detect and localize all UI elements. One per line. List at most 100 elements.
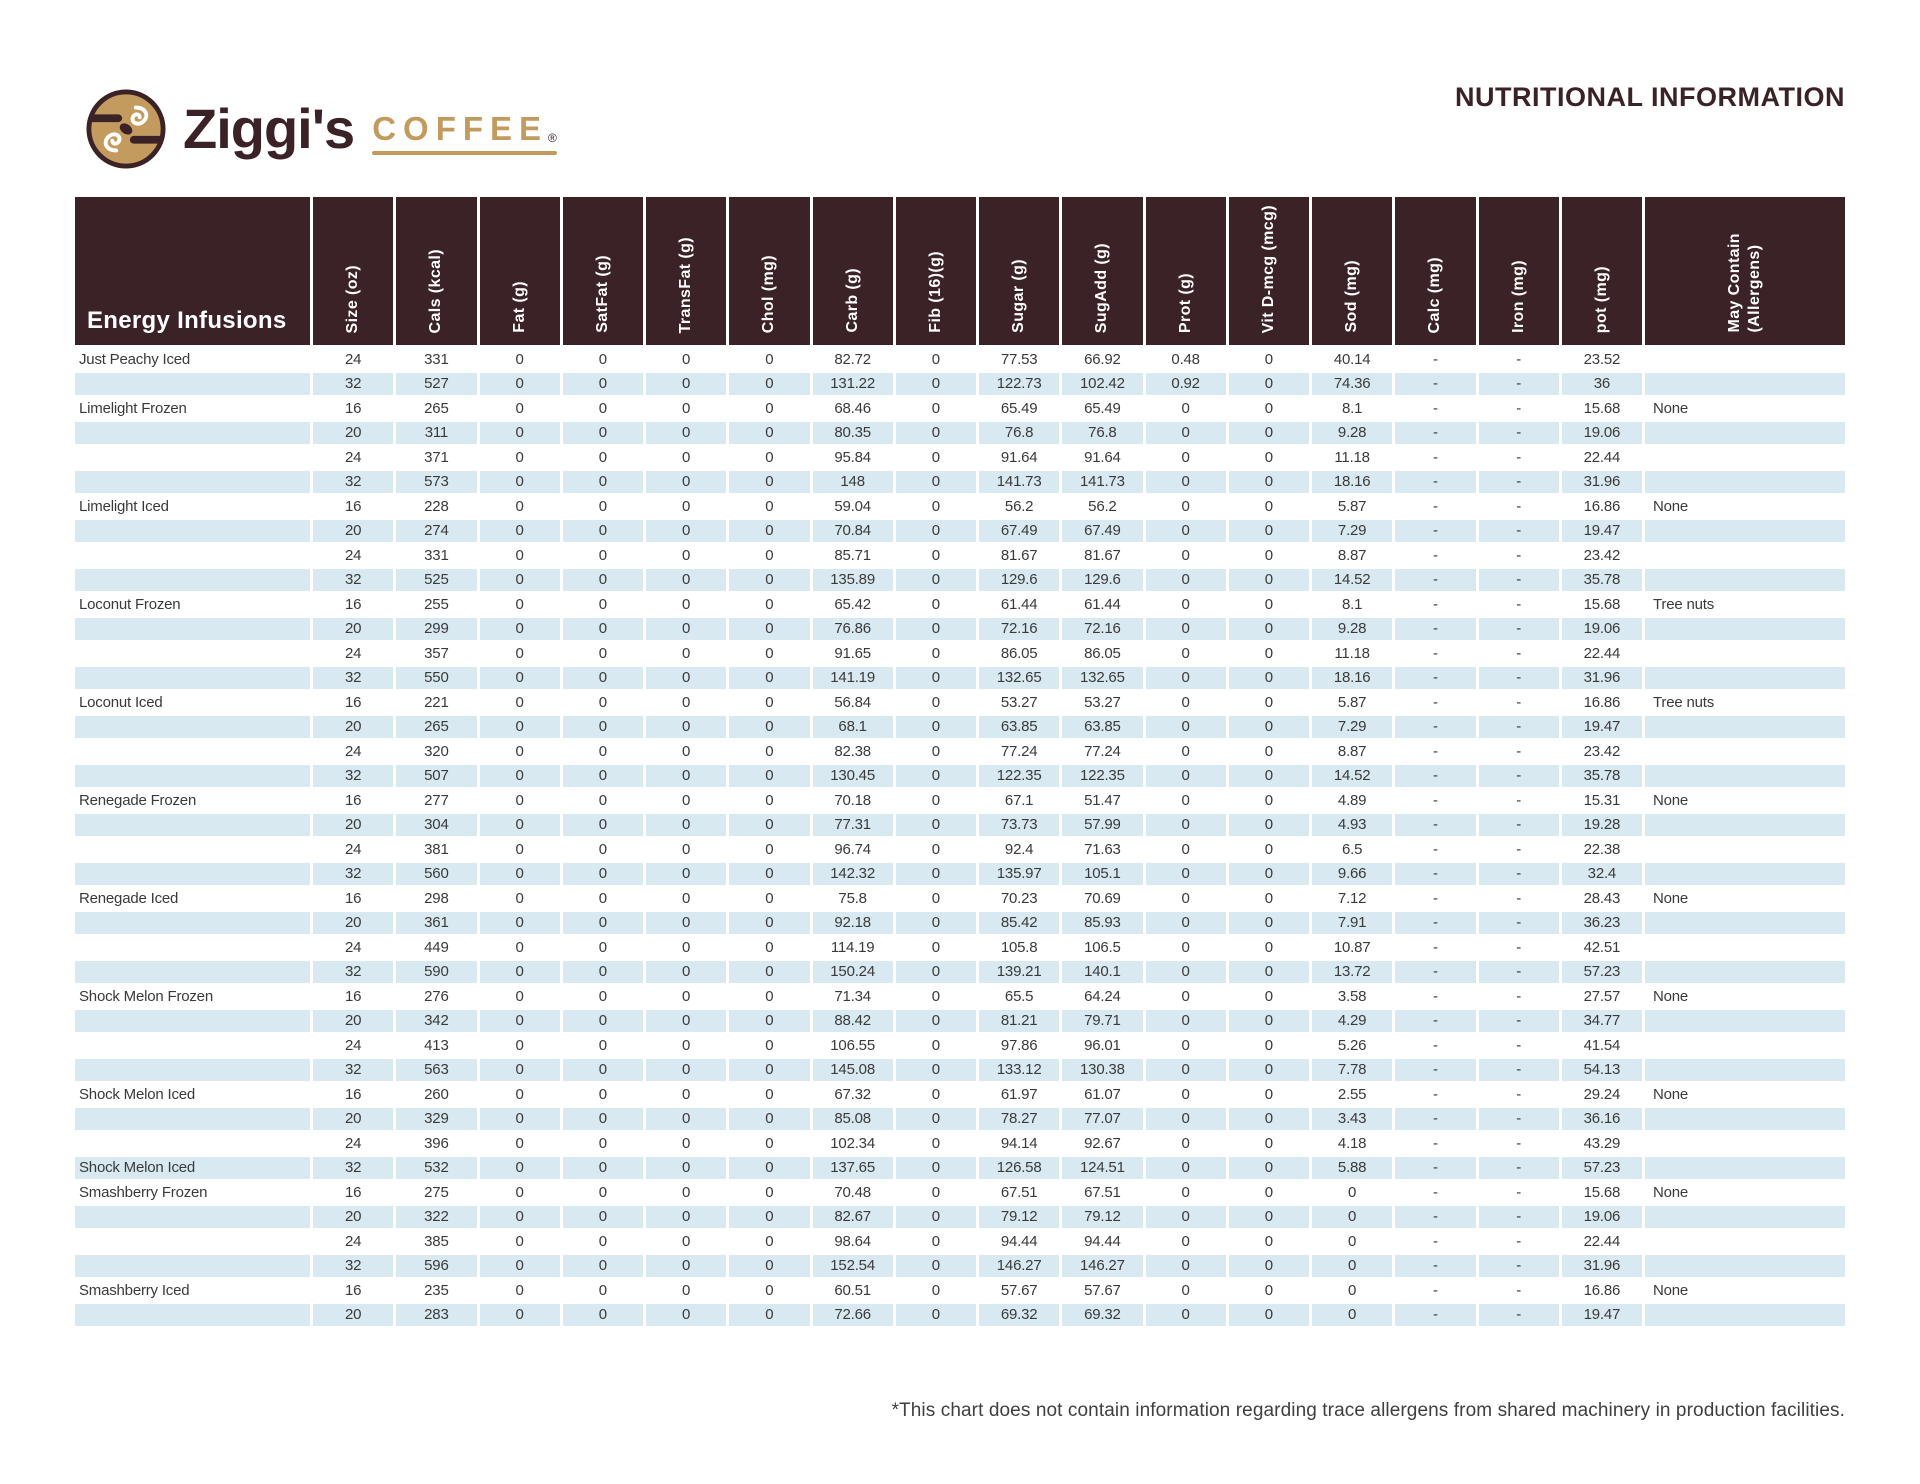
value-cell: 0 (765, 742, 774, 760)
value-cell: 0 (931, 889, 940, 907)
value-cell: 24 (344, 840, 362, 858)
value-cell: - (1395, 666, 1476, 689)
value-cell: 0 (765, 1183, 774, 1201)
value-cell: 0 (515, 1036, 524, 1054)
brand-word-coffee: COFFEE (372, 109, 549, 147)
value-cell: 0 (515, 1232, 524, 1250)
value-cell: 124.51 (1062, 1156, 1143, 1179)
value-cell: 0 (562, 372, 643, 395)
header-label: Chol (mg) (760, 254, 778, 333)
value-cell: 67.51 (1000, 1183, 1038, 1201)
value-cell: 78.27 (979, 1107, 1060, 1130)
value-cell: 0 (562, 617, 643, 640)
value-cell: 0 (682, 546, 691, 564)
value-cell: - (1432, 1036, 1438, 1054)
value-cell: 573 (396, 470, 477, 493)
value-cell: - (1432, 1134, 1438, 1152)
value-cell: 0 (1264, 350, 1273, 368)
value-cell: 53.27 (1084, 693, 1121, 711)
value-cell: 0 (1145, 568, 1226, 591)
value-cell: 304 (396, 813, 477, 836)
value-cell: 132.65 (1062, 666, 1143, 689)
value-cell: 8.1 (1341, 399, 1363, 417)
value-cell: 0 (931, 546, 940, 564)
product-name-cell: Shock Melon Iced (79, 1085, 196, 1103)
value-cell: 0 (1264, 987, 1273, 1005)
value-cell: 0 (1228, 862, 1309, 885)
value-cell: 0 (931, 497, 940, 515)
value-cell: 0 (682, 448, 691, 466)
value-cell: 16 (344, 399, 362, 417)
value-cell: 0 (1264, 497, 1273, 515)
value-cell: 0 (729, 1205, 810, 1228)
value-cell: 85.42 (979, 911, 1060, 934)
product-name-cell (75, 1058, 310, 1081)
value-cell: 9.28 (1312, 617, 1393, 640)
value-cell: 0 (1145, 1156, 1226, 1179)
value-cell: - (1432, 497, 1438, 515)
value-cell: 10.87 (1333, 938, 1371, 956)
value-cell: 0 (562, 666, 643, 689)
product-name-cell: Shock Melon Frozen (79, 987, 213, 1005)
value-cell: 0 (1264, 1085, 1273, 1103)
value-cell: 67.49 (1062, 519, 1143, 542)
value-cell: 0 (682, 644, 691, 662)
value-cell: 19.06 (1561, 1205, 1642, 1228)
value-cell: 32 (313, 862, 394, 885)
value-cell: 8.1 (1341, 595, 1363, 613)
value-cell: - (1395, 470, 1476, 493)
allergen-cell (1645, 862, 1845, 885)
value-cell: 0 (1181, 1036, 1190, 1054)
value-cell: 0 (1181, 595, 1190, 613)
value-cell: 27.57 (1583, 987, 1621, 1005)
value-cell: 95.84 (834, 448, 871, 466)
value-cell: - (1516, 1281, 1522, 1299)
value-cell: 80.35 (812, 421, 893, 444)
value-cell: 72.16 (979, 617, 1060, 640)
product-name-cell (75, 838, 310, 861)
allergen-cell (1645, 1205, 1845, 1228)
value-cell: 0 (515, 791, 524, 809)
table-row: Loconut Frozen 16 255 0 0 0 0 65.42 0 61.44 61.44 0… (75, 593, 1845, 616)
value-cell: 0 (1264, 693, 1273, 711)
product-name-cell (75, 960, 310, 983)
value-cell: 0 (765, 840, 774, 858)
value-cell: 67.1 (1004, 791, 1034, 809)
value-cell: 0 (515, 1134, 524, 1152)
value-cell: 311 (396, 421, 477, 444)
value-cell: 0 (1264, 1281, 1273, 1299)
value-cell: 0 (895, 960, 976, 983)
value-cell: 0 (1145, 421, 1226, 444)
product-name-cell (75, 544, 310, 567)
value-cell: - (1478, 666, 1559, 689)
value-cell: 20 (313, 813, 394, 836)
table-row: Limelight Frozen 16 265 0 0 0 0 68.46 0 65.49 65.4… (75, 397, 1845, 420)
value-cell: 0 (1264, 1183, 1273, 1201)
header-cell-energy-infusions: Energy Infusions (75, 197, 310, 345)
value-cell: 132.65 (979, 666, 1060, 689)
table-row: 20 299 0 0 0 0 76.86 0 72.16 72.16 0 0 9.28- -19.06 (75, 617, 1845, 640)
value-cell: 0 (931, 791, 940, 809)
table-row: 20 311 0 0 0 0 80.35 0 76.8 76.8 0 0 9.28- -19.06 (75, 421, 1845, 444)
value-cell: 0 (479, 372, 560, 395)
value-cell: 24 (344, 1036, 362, 1054)
value-cell: 0 (646, 1009, 727, 1032)
value-cell: 105.8 (1000, 938, 1038, 956)
value-cell: 0 (1181, 987, 1190, 1005)
value-cell: - (1432, 1281, 1438, 1299)
value-cell: 0 (765, 1134, 774, 1152)
value-cell: 0 (1181, 889, 1190, 907)
allergen-cell (1645, 617, 1845, 640)
value-cell: 0 (646, 617, 727, 640)
value-cell: 59.04 (834, 497, 871, 515)
value-cell: 24 (344, 448, 362, 466)
table-row: 32 527 0 0 0 0 131.22 0 122.73 102.42 0.92 0 74.36- -… (75, 372, 1845, 395)
value-cell: 57.99 (1062, 813, 1143, 836)
value-cell: - (1478, 568, 1559, 591)
value-cell: - (1516, 595, 1522, 613)
value-cell: 35.78 (1561, 568, 1642, 591)
value-cell: 0 (479, 715, 560, 738)
value-cell: - (1516, 791, 1522, 809)
value-cell: 0 (562, 715, 643, 738)
value-cell: 0 (515, 1281, 524, 1299)
